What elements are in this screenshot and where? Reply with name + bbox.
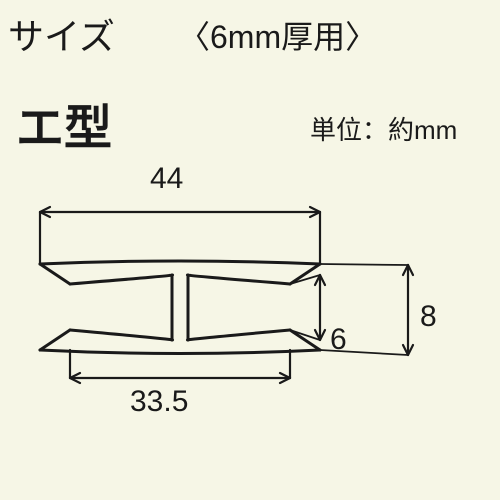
figure-canvas: サイズ 〈6mm厚用〉 エ型 単位：約mm 44 33.5 6 8: [0, 0, 500, 500]
diagram-svg: [0, 0, 500, 500]
